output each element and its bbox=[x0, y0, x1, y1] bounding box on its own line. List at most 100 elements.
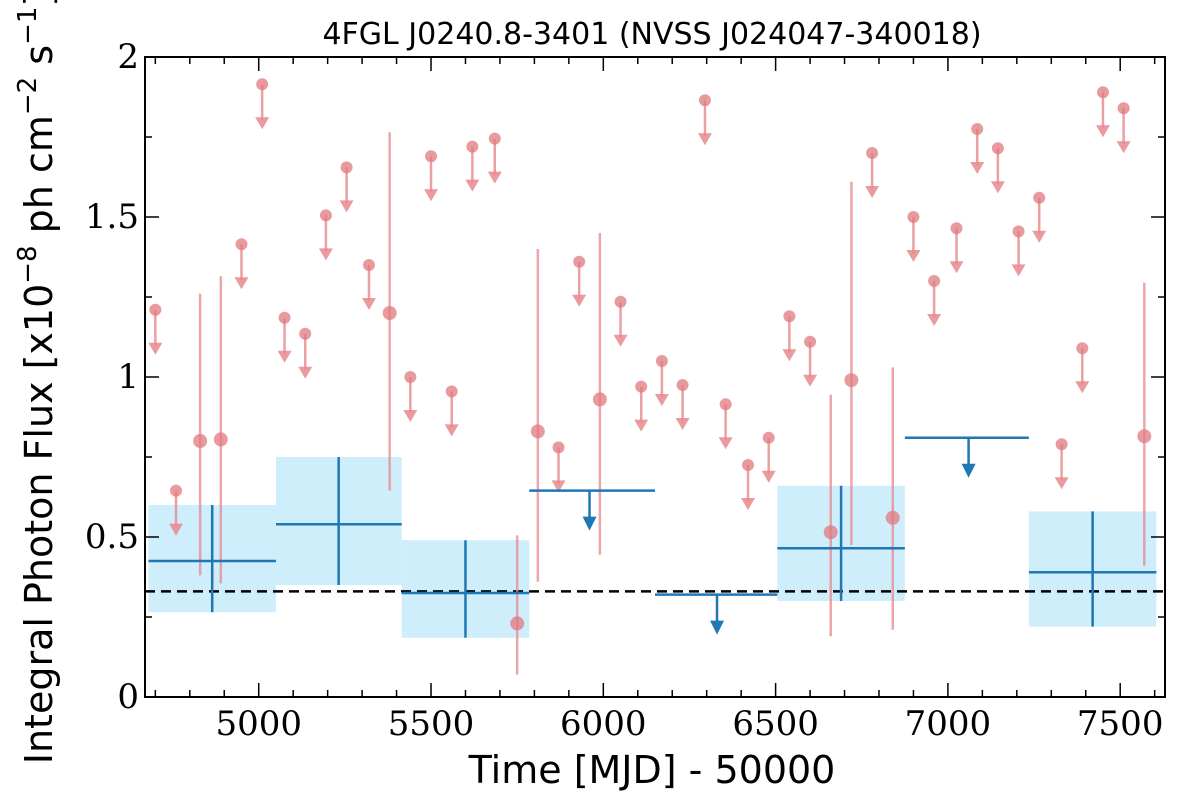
monthly-ul-point-0 bbox=[149, 303, 162, 316]
monthly-point-8 bbox=[885, 510, 900, 525]
monthly-ul-point-11 bbox=[445, 385, 458, 398]
y-axis-title-exp2: −2 bbox=[13, 77, 43, 115]
monthly-point-6 bbox=[823, 525, 838, 540]
y-axis-title-mid2: s bbox=[17, 45, 61, 77]
monthly-ul-point-3 bbox=[256, 78, 269, 91]
monthly-ul-arrow-15 bbox=[572, 294, 587, 307]
monthly-ul-point-36 bbox=[1096, 86, 1109, 99]
monthly-ul-arrow-4 bbox=[277, 350, 292, 363]
monthly-ul-arrow-27 bbox=[906, 250, 921, 262]
monthly-ul-arrow-21 bbox=[718, 437, 733, 450]
monthly-ul-point-14 bbox=[552, 441, 565, 454]
monthly-ul-arrow-33 bbox=[1032, 230, 1047, 243]
monthly-ul-point-23 bbox=[762, 431, 775, 444]
monthly-ul-point-15 bbox=[573, 255, 586, 268]
monthly-ul-point-20 bbox=[698, 94, 711, 107]
monthly-ul-arrow-24 bbox=[782, 349, 797, 362]
monthly-ul-point-10 bbox=[425, 150, 438, 163]
monthly-ul-point-32 bbox=[1012, 225, 1025, 238]
chart-title: 4FGL J0240.8-3401 (NVSS J024047-340018) bbox=[322, 17, 981, 52]
monthly-ul-point-19 bbox=[676, 379, 689, 391]
monthly-ul-point-26 bbox=[866, 147, 879, 159]
monthly-ul-arrow-26 bbox=[865, 186, 880, 198]
monthly-ul-arrow-28 bbox=[927, 314, 942, 326]
monthly-ul-point-27 bbox=[907, 211, 920, 223]
y-tick-label: 2 bbox=[117, 37, 139, 77]
monthly-ul-point-25 bbox=[804, 335, 817, 348]
axes: 5000 5500 6000 6500 7000 7500 0 0.5 1 1.5 2 bbox=[85, 37, 1166, 744]
monthly-ul-arrow-12 bbox=[465, 179, 480, 192]
monthly-point-4 bbox=[530, 424, 545, 439]
monthly-ul-point-30 bbox=[971, 123, 984, 135]
monthly-ul-point-5 bbox=[299, 327, 312, 340]
monthly-ul-arrow-19 bbox=[675, 418, 690, 430]
y-tick-label: 0.5 bbox=[85, 517, 139, 557]
y-tick-label: 1 bbox=[117, 357, 139, 397]
x-tick-label: 6500 bbox=[732, 704, 819, 744]
monthly-ul-arrow-2 bbox=[234, 277, 249, 290]
y-tick-label: 0 bbox=[117, 677, 139, 717]
y-tick-label: 1.5 bbox=[85, 197, 139, 237]
y-axis-title: Integral Photon Flux [x10−8 ph cm−2 s−1] bbox=[13, 0, 61, 764]
monthly-ul-arrow-36 bbox=[1095, 125, 1110, 138]
monthly-point-9 bbox=[1137, 429, 1152, 444]
monthly-ul-point-21 bbox=[719, 398, 732, 411]
monthly-ul-point-8 bbox=[362, 259, 375, 271]
monthly-ul-arrow-10 bbox=[424, 189, 439, 202]
monthly-ul-arrow-17 bbox=[634, 419, 649, 432]
monthly-ul-arrow-25 bbox=[803, 374, 818, 387]
yearly-ul-arrow-0 bbox=[582, 516, 597, 531]
monthly-ul-point-4 bbox=[278, 311, 291, 324]
monthly-ul-point-31 bbox=[991, 142, 1004, 155]
x-tick-label: 5500 bbox=[388, 704, 475, 744]
monthly-ul-arrow-14 bbox=[551, 480, 566, 493]
monthly-point-2 bbox=[382, 306, 397, 320]
monthly-ul-arrow-20 bbox=[697, 133, 712, 146]
monthly-ul-arrow-37 bbox=[1116, 141, 1131, 154]
monthly-ul-point-7 bbox=[340, 161, 353, 174]
monthly-ul-arrow-23 bbox=[761, 470, 776, 483]
yearly-ul-arrow-2 bbox=[961, 463, 976, 478]
yearly-ul-arrow-1 bbox=[710, 620, 725, 635]
monthly-ul-arrow-13 bbox=[487, 171, 502, 184]
plot-area bbox=[145, 78, 1165, 675]
monthly-ul-arrow-9 bbox=[403, 410, 418, 422]
monthly-ul-point-1 bbox=[170, 484, 183, 497]
monthly-ul-point-35 bbox=[1076, 342, 1089, 355]
monthly-ul-arrow-35 bbox=[1075, 381, 1090, 394]
monthly-ul-arrow-18 bbox=[654, 394, 669, 406]
y-axis-title-exp3: −1 bbox=[13, 7, 43, 45]
monthly-ul-arrow-1 bbox=[169, 523, 184, 536]
monthly-ul-point-13 bbox=[488, 132, 501, 145]
y-axis-title-exp1: −8 bbox=[13, 245, 43, 283]
monthly-ul-point-2 bbox=[235, 238, 248, 251]
y-axis-title-mid: ph cm bbox=[17, 115, 61, 245]
monthly-point-1 bbox=[213, 432, 228, 447]
monthly-ul-point-16 bbox=[614, 295, 627, 308]
monthly-ul-arrow-5 bbox=[298, 366, 313, 379]
monthly-ul-point-24 bbox=[783, 310, 796, 323]
monthly-ul-point-17 bbox=[635, 380, 648, 393]
monthly-ul-point-33 bbox=[1033, 191, 1046, 204]
monthly-ul-point-22 bbox=[742, 459, 755, 471]
monthly-ul-point-9 bbox=[404, 371, 417, 383]
monthly-ul-arrow-3 bbox=[255, 117, 270, 130]
monthly-ul-arrow-6 bbox=[318, 248, 333, 261]
monthly-point-5 bbox=[592, 392, 607, 407]
monthly-ul-point-28 bbox=[928, 275, 941, 287]
monthly-ul-arrow-30 bbox=[970, 162, 985, 174]
monthly-point-3 bbox=[510, 616, 525, 631]
monthly-ul-arrow-29 bbox=[949, 261, 964, 274]
monthly-ul-point-6 bbox=[319, 209, 332, 222]
monthly-ul-arrow-22 bbox=[741, 498, 756, 510]
x-axis-title: Time [MJD] - 50000 bbox=[468, 748, 836, 792]
y-axis-title-main: Integral Photon Flux [x10 bbox=[17, 284, 61, 765]
monthly-ul-point-34 bbox=[1055, 438, 1068, 451]
monthly-ul-point-29 bbox=[950, 222, 963, 235]
x-tick-label: 5000 bbox=[215, 704, 302, 744]
monthly-ul-point-18 bbox=[655, 355, 668, 367]
monthly-ul-arrow-0 bbox=[148, 342, 163, 355]
monthly-ul-arrow-31 bbox=[990, 181, 1005, 194]
monthly-point-7 bbox=[844, 373, 859, 388]
